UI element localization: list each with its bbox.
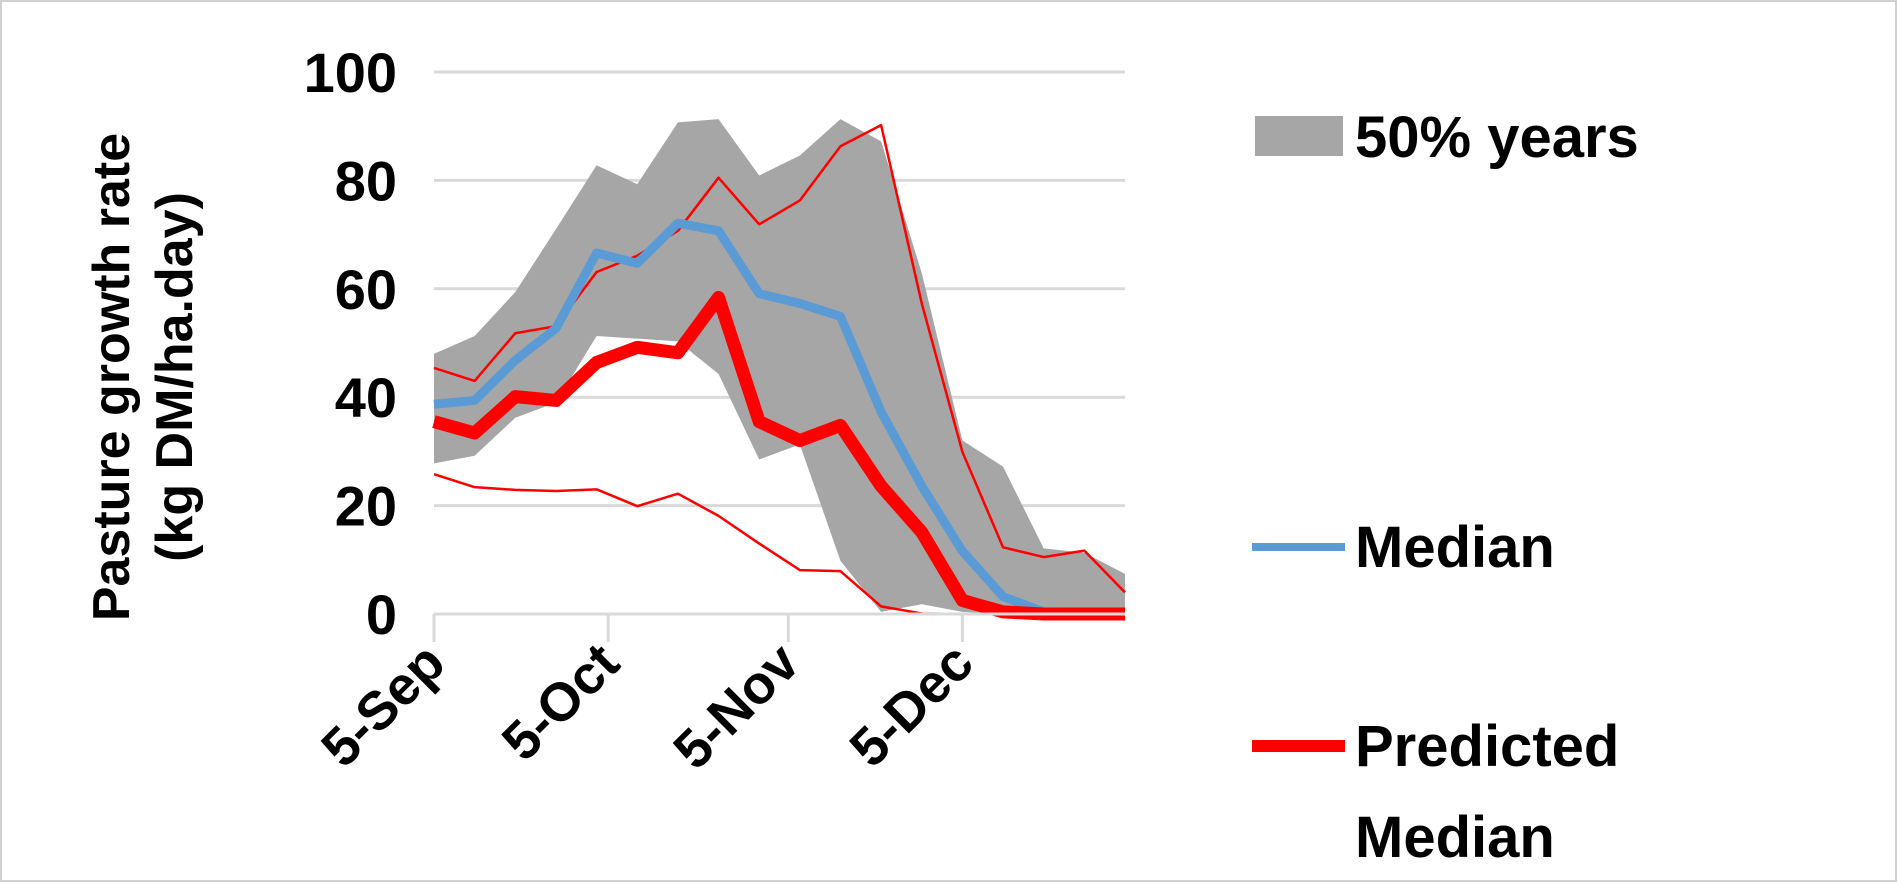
y-axis-title-line-1: Pasture growth rate — [83, 133, 141, 621]
y-tick-label: 0 — [366, 583, 397, 646]
y-tick-label: 80 — [335, 149, 397, 212]
legend-label-predicted-line-1: Predicted — [1355, 714, 1619, 779]
legend: 50% years Median Predicted Median — [1252, 105, 1639, 870]
legend-label-band: 50% years — [1355, 105, 1639, 170]
x-tick-label: 5-Sep — [310, 632, 456, 778]
legend-swatch-band — [1255, 116, 1343, 156]
y-tick-label: 60 — [335, 258, 397, 321]
y-tick-label: 100 — [304, 41, 397, 104]
legend-label-median: Median — [1355, 515, 1555, 580]
band-layer — [434, 119, 1125, 614]
x-tick-label: 5-Nov — [662, 632, 811, 781]
legend-label-predicted-line-2: Median — [1355, 805, 1555, 870]
y-axis-title: Pasture growth rate (kg DM/ha.day) — [83, 133, 204, 621]
x-tick-label: 5-Oct — [491, 632, 631, 772]
x-tick-label: 5-Dec — [838, 632, 984, 778]
band-50-percent-years — [434, 119, 1125, 614]
y-tick-label: 20 — [335, 475, 397, 538]
y-tick-label: 40 — [335, 366, 397, 429]
y-axis-title-line-2: (kg DM/ha.day) — [146, 192, 204, 562]
